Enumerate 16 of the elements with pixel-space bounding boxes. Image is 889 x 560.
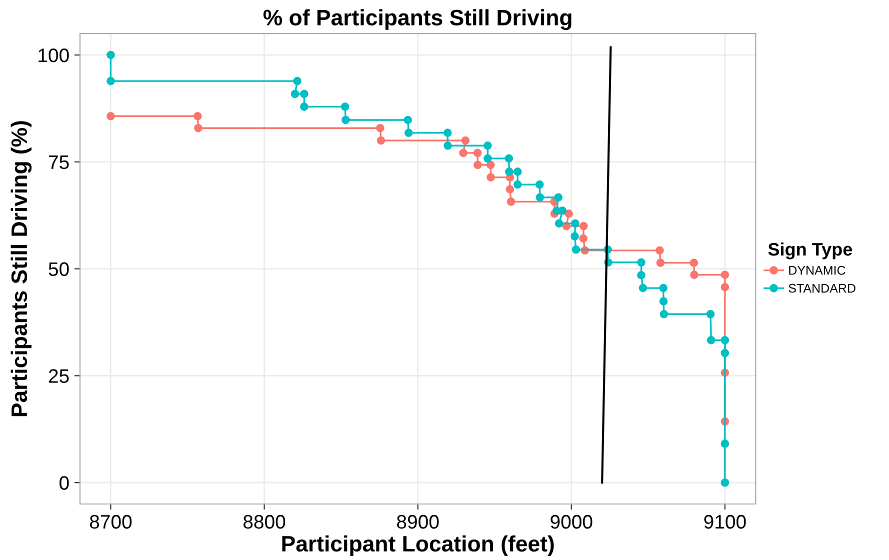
y-tick-label: 0: [60, 476, 69, 490]
chart-title: % of Participants Still Driving: [263, 9, 572, 30]
x-tick-label: 8900: [397, 514, 439, 529]
x-tick-label: 9100: [704, 514, 746, 529]
x-tick-label: 9000: [550, 514, 592, 529]
y-tick-label: 100: [38, 48, 69, 62]
legend-label: DYNAMIC: [789, 266, 846, 275]
x-axis-title: Participant Location (feet): [282, 535, 554, 556]
x-tick-label: 8800: [243, 514, 286, 529]
x-tick-label: 8700: [90, 514, 132, 529]
y-tick-label: 50: [48, 262, 69, 276]
legend-title: Sign Type: [768, 242, 852, 260]
legend-label: STANDARD: [788, 284, 856, 293]
y-tick-label: 25: [48, 369, 69, 383]
y-tick-label: 75: [48, 156, 69, 170]
y-axis-title: Participants Still Driving (%): [10, 121, 32, 416]
